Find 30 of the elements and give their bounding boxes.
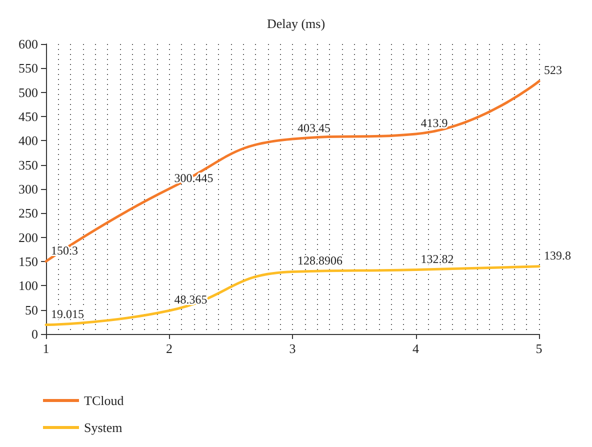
y-tick-label: 0 [32, 326, 38, 342]
x-tick-label: 2 [166, 341, 172, 356]
x-tick-label: 5 [536, 341, 542, 356]
x-tick-label: 3 [289, 341, 296, 356]
line-series [44, 80, 540, 263]
chart-title: Delay (ms) [266, 16, 326, 31]
y-tick-label: 300 [18, 182, 38, 196]
x-tick-label: 1 [42, 341, 50, 356]
y-tick-label: 50 [25, 302, 38, 318]
line-series [44, 265, 540, 326]
data-label: 403.45 [298, 121, 330, 135]
y-tick-label: 250 [18, 206, 38, 221]
legend-label: TCloud [84, 393, 124, 408]
y-tick-label: 600 [18, 36, 38, 52]
y-tick-label: 150 [18, 254, 38, 269]
y-tick-label: 500 [18, 84, 38, 100]
y-tick-label: 400 [18, 133, 38, 148]
y-tick-label: 100 [18, 278, 38, 294]
y-tick-label: 550 [18, 60, 38, 76]
y-tick-label: 450 [18, 109, 38, 124]
y-tick-label: 200 [18, 230, 38, 245]
data-label: 413.9 [420, 116, 448, 130]
y-tick-label: 350 [18, 157, 38, 172]
data-label: 19.015 [51, 306, 84, 321]
data-label: 132.82 [420, 252, 454, 266]
data-label: 523 [544, 63, 562, 78]
data-label: 128.8906 [298, 254, 342, 268]
legend-label: System [84, 420, 122, 435]
data-label: 139.8 [544, 248, 571, 262]
x-tick-label: 4 [412, 341, 420, 356]
